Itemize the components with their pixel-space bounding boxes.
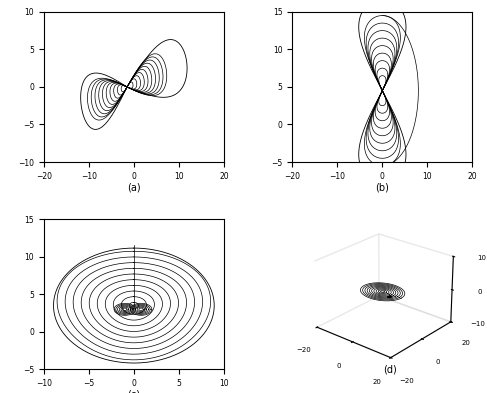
X-axis label: (b): (b): [375, 182, 389, 192]
Text: (d): (d): [383, 364, 397, 375]
X-axis label: (a): (a): [127, 182, 141, 192]
X-axis label: (c): (c): [128, 389, 140, 393]
